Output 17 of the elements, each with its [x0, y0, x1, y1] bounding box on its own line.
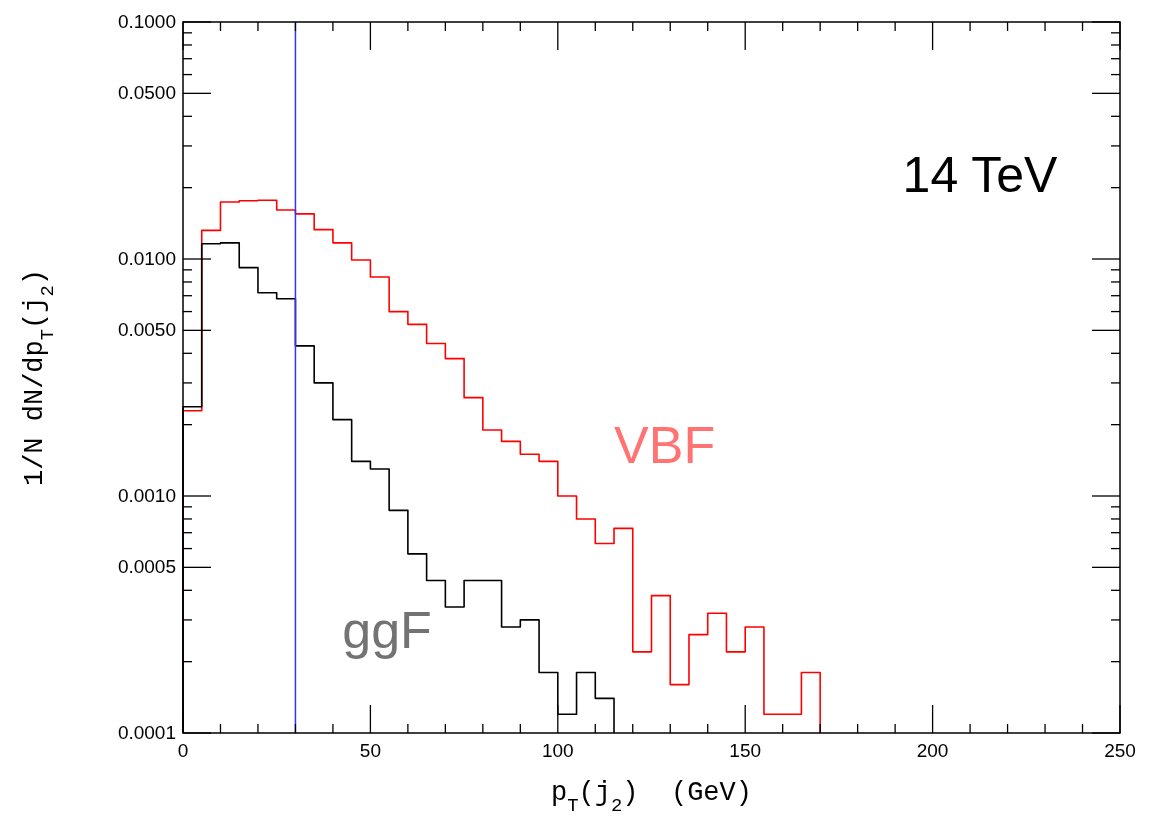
y-tick-label: 0.0010	[117, 485, 176, 506]
x-axis-title: p$_{T}$(j$_{2}$) (GeV)	[551, 778, 752, 817]
series-label: VBF	[614, 415, 716, 474]
x-tick-label: 50	[359, 740, 381, 761]
y-tick-label: 0.0050	[117, 319, 176, 341]
series-label: ggF	[342, 600, 432, 659]
x-tick-label: 100	[541, 740, 574, 761]
annotation: 14 TeV	[902, 147, 1059, 203]
x-tick-label: 0	[177, 740, 189, 761]
x-tick-label: 200	[916, 740, 949, 761]
x-tick-label: 250	[1104, 740, 1136, 761]
y-tick-label: 0.0500	[117, 82, 176, 104]
y-tick-label: 0.1000	[117, 11, 176, 32]
y-tick-label: 0.0100	[117, 248, 176, 269]
x-tick-label: 150	[729, 740, 762, 761]
y-tick-label: 0.0001	[117, 722, 176, 743]
y-tick-label: 0.0005	[117, 556, 176, 578]
